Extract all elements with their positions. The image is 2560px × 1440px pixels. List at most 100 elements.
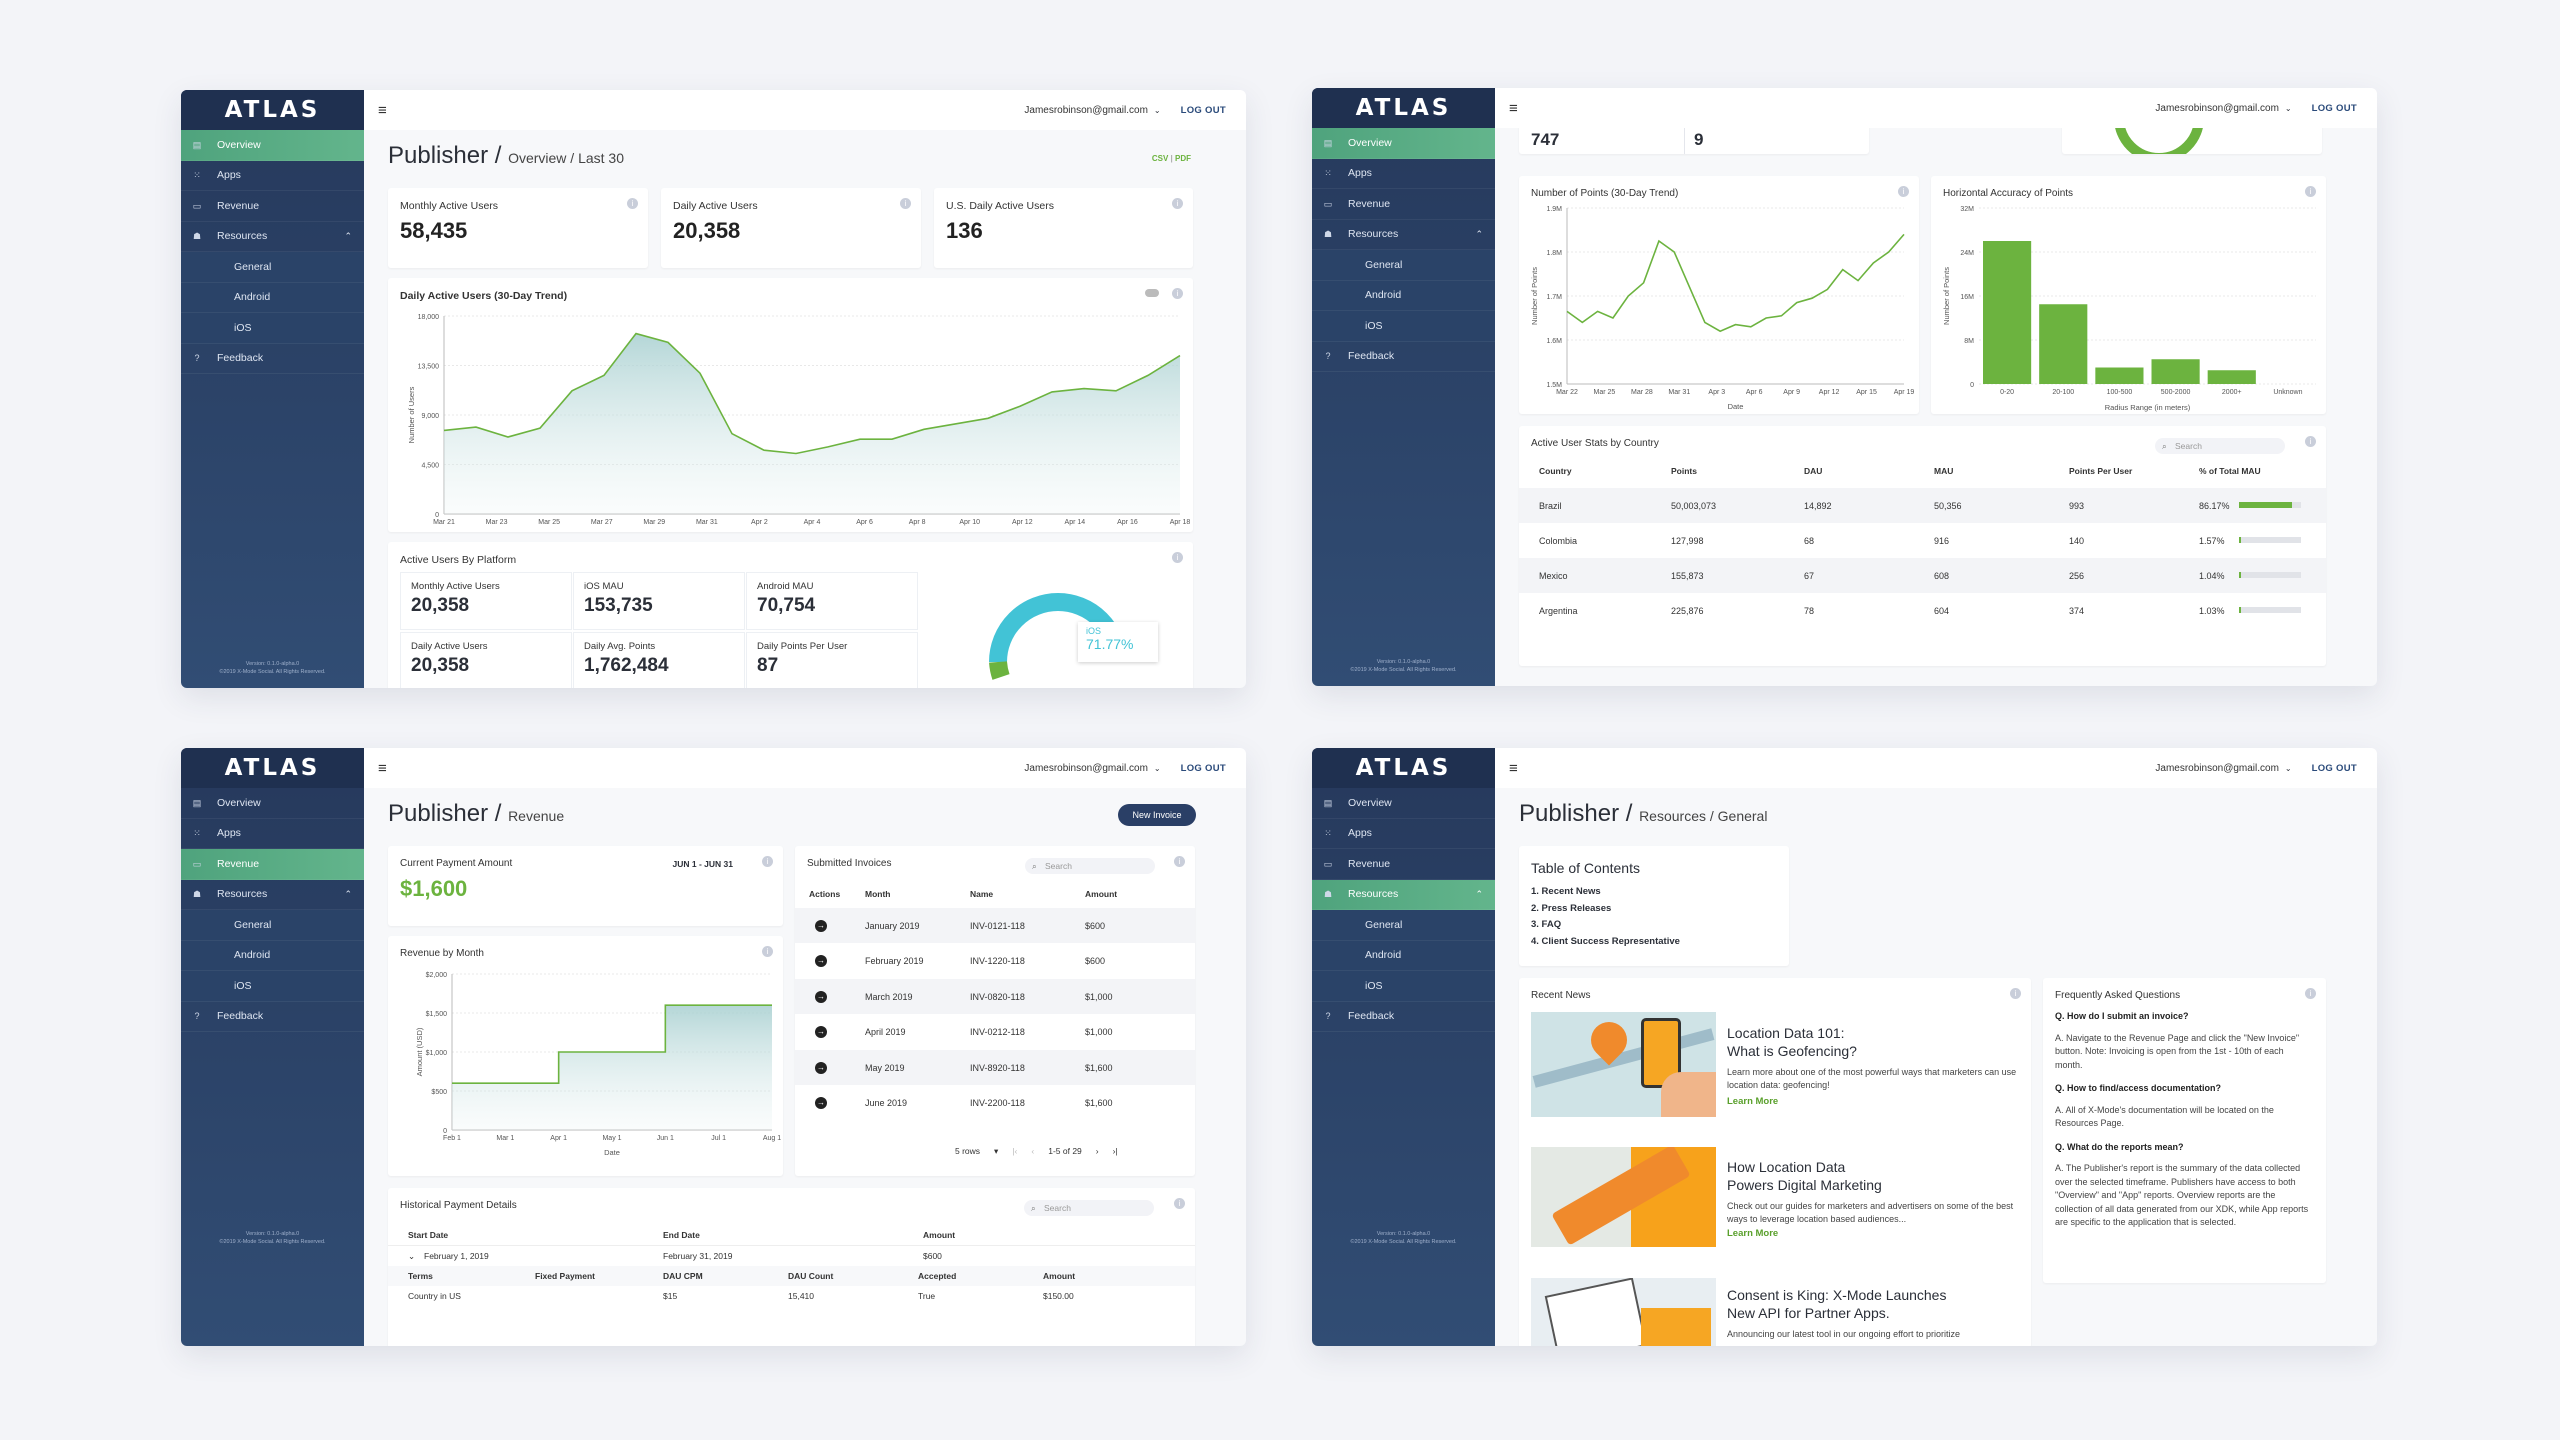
arrow-right-icon[interactable]: → [815,1026,827,1038]
history-search-input[interactable]: Search [1024,1200,1154,1216]
next-page-icon[interactable]: › [1095,1146,1099,1156]
news-title[interactable]: Consent is King: X-Mode Launches New API … [1727,1286,1946,1322]
user-email[interactable]: Jamesrobinson@gmail.com [2155,102,2279,114]
nav-ios[interactable]: iOS [181,971,364,1002]
col-header[interactable]: Country [1539,466,1572,476]
nav-resources[interactable]: ☗ Resources ⌃ [181,880,364,910]
chevron-down-icon[interactable]: ⌄ [1153,105,1161,115]
nav-android[interactable]: Android [181,940,364,971]
nav-feedback[interactable]: ? Feedback [1312,1002,1495,1032]
table-row[interactable]: Colombia 127,998 68 916 140 1.57% [1519,523,2326,558]
rows-select[interactable]: 5 rows [955,1146,981,1156]
info-icon[interactable]: i [900,198,911,209]
country-search-input[interactable]: Search [2155,438,2285,454]
arrow-right-icon[interactable]: → [815,955,827,967]
new-invoice-button[interactable]: New Invoice [1118,804,1196,826]
table-row[interactable]: → March 2019 INV-0820-118 $1,000 [795,979,1195,1014]
nav-revenue[interactable]: ▭ Revenue [1312,849,1495,880]
table-row[interactable]: → May 2019 INV-8920-118 $1,600 [795,1050,1195,1085]
first-page-icon[interactable]: |‹ [1012,1146,1018,1156]
nav-revenue[interactable]: ▭ Revenue [181,849,364,880]
col-header[interactable]: % of Total MAU [2199,466,2261,476]
nav-ios[interactable]: iOS [181,313,364,344]
hamburger-icon[interactable]: ≡ [378,101,387,119]
last-page-icon[interactable]: ›| [1112,1146,1118,1156]
info-icon[interactable]: i [1172,288,1183,299]
news-title[interactable]: Location Data 101: What is Geofencing? [1727,1024,1857,1060]
toc-item[interactable]: 2. Press Releases [1531,902,1612,914]
arrow-right-icon[interactable]: → [815,1097,827,1109]
info-icon[interactable]: i [627,198,638,209]
nav-general[interactable]: General [1312,250,1495,281]
table-row[interactable]: Argentina 225,876 78 604 374 1.03% [1519,593,2326,628]
toc-item[interactable]: 1. Recent News [1531,886,1601,897]
pdf-link[interactable]: PDF [1175,154,1191,163]
info-icon[interactable]: i [1172,198,1183,209]
hamburger-icon[interactable]: ≡ [1509,759,1518,777]
logout-button[interactable]: LOG OUT [2311,762,2357,774]
logout-button[interactable]: LOG OUT [2311,102,2357,114]
table-row[interactable]: → January 2019 INV-0121-118 $600 [795,908,1195,943]
chevron-down-icon[interactable]: ⌄ [2284,763,2292,773]
nav-revenue[interactable]: ▭ Revenue [1312,189,1495,220]
info-icon[interactable]: i [1898,186,1909,197]
table-row[interactable]: Mexico 155,873 67 608 256 1.04% [1519,558,2326,593]
news-title[interactable]: How Location Data Powers Digital Marketin… [1727,1158,1882,1194]
nav-ios[interactable]: iOS [1312,311,1495,342]
nav-overview[interactable]: ▤ Overview [181,788,364,819]
learn-more-link[interactable]: Learn More [1727,1096,1779,1107]
nav-android[interactable]: Android [1312,940,1495,971]
arrow-right-icon[interactable]: → [815,919,827,932]
toggle-switch[interactable] [1145,289,1159,297]
table-row[interactable]: ⌄ February 1, 2019 February 31, 2019 $60… [388,1246,1195,1266]
info-icon[interactable]: i [2305,988,2316,999]
nav-apps[interactable]: ⁙ Apps [1312,159,1495,189]
csv-link[interactable]: CSV [1151,154,1169,163]
info-icon[interactable]: i [762,946,773,957]
user-email[interactable]: Jamesrobinson@gmail.com [2155,762,2279,774]
col-header[interactable]: Points [1671,466,1697,476]
nav-general[interactable]: General [181,910,364,941]
hamburger-icon[interactable]: ≡ [1509,99,1518,117]
table-row[interactable]: Brazil 50,003,073 14,892 50,356 993 86.17% [1519,488,2326,523]
col-header[interactable]: DAU [1804,466,1823,476]
toc-item[interactable]: 3. FAQ [1531,919,1562,930]
logout-button[interactable]: LOG OUT [1180,762,1226,774]
toc-item[interactable]: 4. Client Success Representative [1531,935,1680,947]
info-icon[interactable]: i [2010,988,2021,999]
nav-resources[interactable]: ☗ Resources ⌃ [181,222,364,252]
info-icon[interactable]: i [2305,186,2316,197]
info-icon[interactable]: i [1174,856,1185,867]
nav-apps[interactable]: ⁙ Apps [1312,819,1495,849]
chevron-down-icon[interactable]: ▾ [994,1146,999,1156]
table-row[interactable]: → February 2019 INV-1220-118 $600 [795,944,1195,979]
info-icon[interactable]: i [1172,552,1183,563]
info-icon[interactable]: i [762,856,773,867]
nav-apps[interactable]: ⁙ Apps [181,819,364,849]
nav-android[interactable]: Android [181,282,364,313]
logout-button[interactable]: LOG OUT [1180,104,1226,116]
user-email[interactable]: Jamesrobinson@gmail.com [1024,104,1148,116]
user-email[interactable]: Jamesrobinson@gmail.com [1024,762,1148,774]
chevron-down-icon[interactable]: ⌄ [408,1250,416,1261]
table-row[interactable]: → June 2019 INV-2200-118 $1,600 [795,1086,1195,1121]
nav-feedback[interactable]: ? Feedback [181,1002,364,1032]
col-header[interactable]: Points Per User [2069,466,2133,476]
chevron-down-icon[interactable]: ⌄ [1153,763,1161,773]
nav-resources[interactable]: ☗ Resources ⌃ [1312,879,1495,910]
nav-general[interactable]: General [1312,910,1495,941]
nav-overview[interactable]: ▤ Overview [1312,128,1495,159]
learn-more-link[interactable]: Learn More [1727,1228,1779,1239]
date-range[interactable]: JUN 1 - JUN 31 [672,859,733,869]
chevron-down-icon[interactable]: ⌄ [2284,103,2292,113]
nav-ios[interactable]: iOS [1312,971,1495,1002]
col-header[interactable]: MAU [1934,466,1954,476]
info-icon[interactable]: i [1174,1198,1185,1209]
nav-resources[interactable]: ☗ Resources ⌃ [1312,220,1495,250]
nav-general[interactable]: General [181,252,364,283]
nav-apps[interactable]: ⁙ Apps [181,161,364,191]
nav-feedback[interactable]: ? Feedback [1312,342,1495,372]
info-icon[interactable]: i [2305,436,2316,447]
arrow-right-icon[interactable]: → [815,1061,827,1074]
hamburger-icon[interactable]: ≡ [378,759,387,777]
